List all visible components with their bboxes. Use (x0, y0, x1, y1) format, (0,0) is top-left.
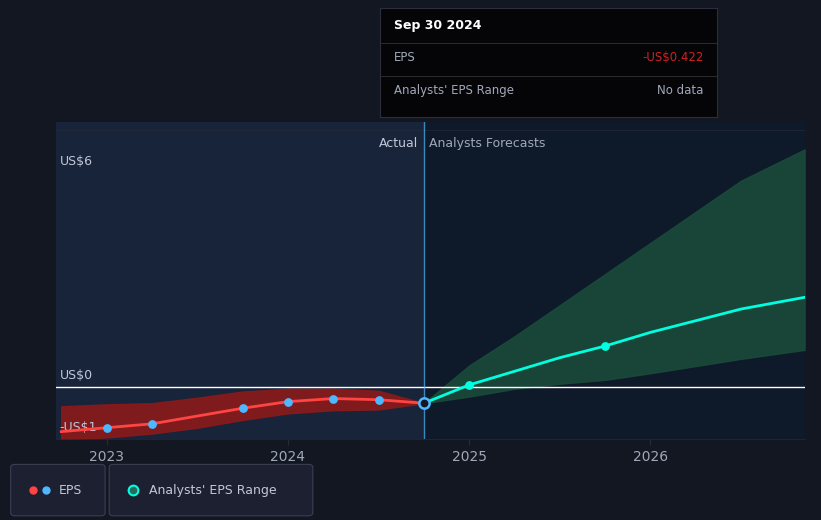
Point (236, 404, 249, 412)
Point (282, 397, 295, 406)
Text: US$6: US$6 (59, 154, 93, 167)
Point (145, 420, 158, 428)
FancyBboxPatch shape (11, 464, 105, 516)
Point (372, 396, 385, 404)
Bar (424, 122, 805, 439)
Text: Analysts' EPS Range: Analysts' EPS Range (393, 84, 514, 97)
Text: EPS: EPS (59, 484, 82, 497)
Text: US$0: US$0 (59, 369, 93, 382)
Point (100, 424, 113, 432)
Text: No data: No data (657, 84, 704, 97)
Text: Analysts Forecasts: Analysts Forecasts (429, 137, 546, 150)
Bar (56, 122, 424, 439)
Point (462, 381, 475, 389)
Text: -US$0.422: -US$0.422 (642, 51, 704, 64)
Point (417, 399, 430, 407)
Point (327, 394, 340, 402)
Point (599, 342, 612, 350)
Text: EPS: EPS (393, 51, 415, 64)
Text: Analysts' EPS Range: Analysts' EPS Range (149, 484, 277, 497)
Text: Actual: Actual (379, 137, 419, 150)
Text: -US$1: -US$1 (59, 421, 97, 434)
Text: Sep 30 2024: Sep 30 2024 (393, 19, 481, 32)
FancyBboxPatch shape (109, 464, 313, 516)
